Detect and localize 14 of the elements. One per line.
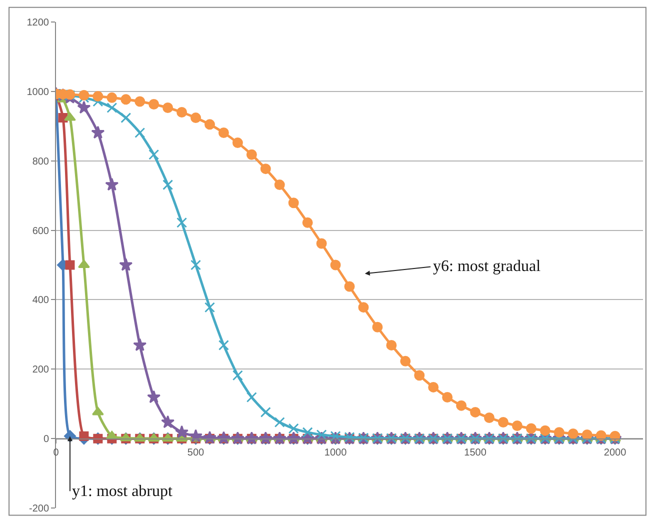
y-tick-label: 1000 (26, 86, 50, 98)
y-tick-label: -200 (28, 504, 50, 514)
y-tick-label: 400 (32, 295, 50, 306)
y-tick-label: 600 (32, 226, 50, 237)
x-tick-label: 500 (187, 448, 205, 459)
annotation: y1: most abrupt (72, 483, 173, 500)
x-tick-label: 1000 (324, 448, 348, 459)
annotation: y6: most gradual (433, 258, 542, 275)
y-tick-label: 800 (32, 156, 50, 168)
y-tick-label: 0 (43, 434, 50, 446)
y-tick-label: 200 (32, 364, 50, 376)
y-tick-label: 1200 (26, 18, 50, 28)
x-tick-label: 1500 (464, 448, 487, 459)
x-tick-label: 2000 (604, 448, 627, 459)
